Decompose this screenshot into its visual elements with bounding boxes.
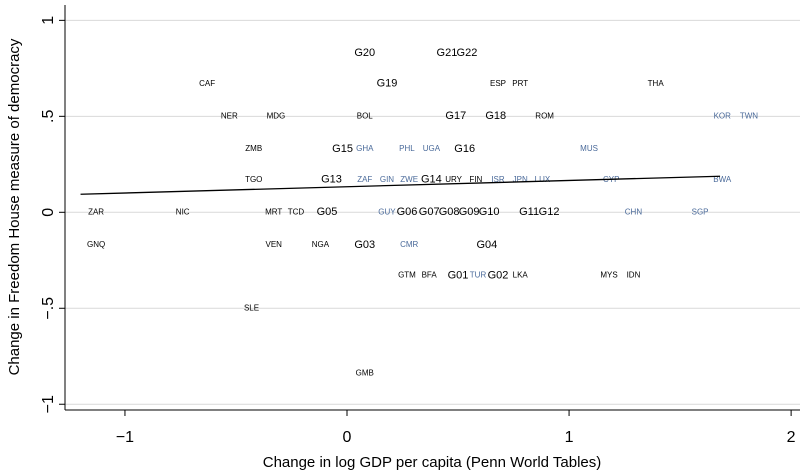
point-label: G20 xyxy=(354,47,375,59)
point-label: UGA xyxy=(423,144,441,153)
point-label: G10 xyxy=(479,206,500,218)
y-tick-label: −.5 xyxy=(40,297,57,320)
point-label: G03 xyxy=(354,239,375,251)
point-label: G16 xyxy=(454,143,475,155)
point-label: G07 xyxy=(419,206,440,218)
point-label: SGP xyxy=(692,207,709,216)
point-label: FIN xyxy=(469,175,482,184)
point-label: G09 xyxy=(459,206,480,218)
point-label: GTM xyxy=(398,271,416,280)
point-label: MDG xyxy=(267,111,286,120)
point-label: KOR xyxy=(714,111,732,120)
point-label: VEN xyxy=(266,240,283,249)
point-label: URY xyxy=(445,175,462,184)
point-label: G04 xyxy=(477,239,498,251)
point-label: ZAF xyxy=(357,175,372,184)
point-label: G19 xyxy=(377,78,398,90)
point-label: BWA xyxy=(713,175,732,184)
point-label: ZAR xyxy=(88,207,104,216)
y-tick-label: 1 xyxy=(40,16,57,25)
point-label: G22 xyxy=(457,47,478,59)
point-label: G14 xyxy=(421,174,442,186)
point-label: TCD xyxy=(288,207,305,216)
y-tick-label: −1 xyxy=(40,395,57,413)
point-label: PHL xyxy=(399,144,415,153)
point-label: BOL xyxy=(357,111,374,120)
point-label: G18 xyxy=(485,110,506,122)
point-label: G12 xyxy=(539,206,560,218)
point-label: G11 xyxy=(519,206,539,218)
point-label: NIC xyxy=(176,207,190,216)
point-label: JPN xyxy=(513,175,528,184)
point-label: G21 xyxy=(437,47,458,59)
point-label: CHN xyxy=(625,207,643,216)
point-label: G02 xyxy=(488,270,509,282)
point-label: TGO xyxy=(245,175,262,184)
y-tick-label: .5 xyxy=(40,110,57,123)
point-label: THA xyxy=(648,79,665,88)
point-label: G08 xyxy=(439,206,460,218)
point-label: TUR xyxy=(470,271,487,280)
point-label: NGA xyxy=(312,240,330,249)
point-label: ZWE xyxy=(400,175,418,184)
y-tick-label: 0 xyxy=(40,208,57,217)
point-label: MRT xyxy=(265,207,282,216)
y-axis-title: Change in Freedom House measure of democ… xyxy=(6,38,23,375)
point-label: NER xyxy=(221,111,238,120)
point-label: G06 xyxy=(397,206,418,218)
point-label: MUS xyxy=(580,144,598,153)
x-tick-label: 2 xyxy=(787,429,796,446)
point-label: GMB xyxy=(356,369,374,378)
point-label: IDN xyxy=(627,271,641,280)
point-label: GNQ xyxy=(87,240,105,249)
point-label: ISR xyxy=(491,175,505,184)
x-tick-label: 1 xyxy=(565,429,574,446)
point-label: GIN xyxy=(380,175,394,184)
point-label: TWN xyxy=(740,111,758,120)
point-label: ROM xyxy=(535,111,554,120)
point-label: G13 xyxy=(321,174,342,186)
x-tick-label: −1 xyxy=(116,429,134,446)
point-label: ZMB xyxy=(245,144,262,153)
point-label: G01 xyxy=(448,270,469,282)
point-label: PRT xyxy=(512,79,528,88)
point-label: LUX xyxy=(535,175,551,184)
point-label: G05 xyxy=(317,206,338,218)
point-label: BFA xyxy=(422,271,438,280)
point-label: G15 xyxy=(332,143,353,155)
point-label: ESP xyxy=(490,79,506,88)
point-label: CAF xyxy=(199,79,215,88)
point-label: MYS xyxy=(600,271,617,280)
x-axis-title: Change in log GDP per capita (Penn World… xyxy=(263,454,602,471)
point-label: G17 xyxy=(445,110,466,122)
point-label: GHA xyxy=(356,144,374,153)
fit-line xyxy=(80,175,721,195)
x-tick-label: 0 xyxy=(343,429,352,446)
point-label: CMR xyxy=(400,240,418,249)
point-label: SLE xyxy=(244,303,259,312)
point-label: GUY xyxy=(378,207,396,216)
point-label: LKA xyxy=(513,271,529,280)
